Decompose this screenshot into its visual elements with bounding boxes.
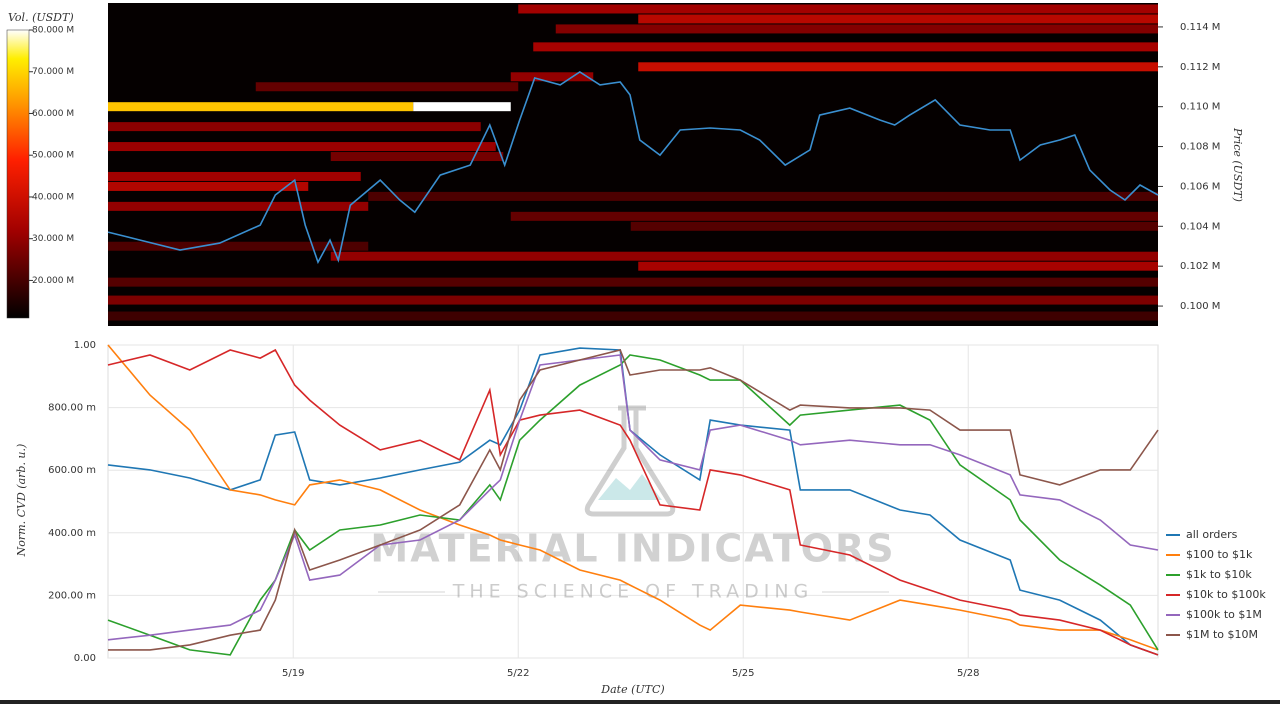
liquidity-level (510, 211, 1158, 221)
price-tick-label: 0.108 M (1180, 142, 1220, 153)
colorbar (6, 29, 30, 319)
cvd-lines (107, 344, 1159, 656)
liquidity-level (555, 24, 1158, 34)
series-line (108, 349, 1159, 651)
liquidity-level (518, 4, 1158, 14)
colorbar-tick-label: 80.000 M (32, 26, 74, 36)
colorbar-title: Vol. (USDT) (8, 11, 74, 24)
heatmap-background (108, 3, 1158, 326)
price-axis-title: Price (USDT) (1231, 127, 1244, 202)
legend-label: $1M to $10M (1186, 628, 1258, 641)
price-line (107, 71, 1159, 265)
liquidity-level (108, 122, 481, 132)
y-tick-label: 800.00 m (48, 403, 96, 414)
y-axis-title: Norm. CVD (arb. u.) (15, 444, 28, 558)
colorbar-tick-label: 70.000 M (32, 67, 74, 77)
series-line (107, 344, 1159, 651)
watermark-tagline: THE SCIENCE OF TRADING (452, 581, 814, 603)
cvd-grid (108, 344, 1158, 659)
y-tick-label: 1.00 (74, 340, 96, 351)
legend-label: all orders (1186, 528, 1238, 541)
watermark (378, 405, 889, 593)
liquidity-level (533, 42, 1158, 52)
liquidity-level (330, 152, 504, 162)
liquidity-level (630, 221, 1158, 231)
colorbar-tick-label: 50.000 M (32, 151, 74, 161)
x-axis-title: Date (UTC) (600, 683, 664, 696)
price-tick-label: 0.100 M (1180, 301, 1220, 312)
cvd-plot-area (107, 344, 1159, 659)
watermark-title: MATERIAL INDICATORS (370, 527, 895, 571)
series-line (107, 354, 1159, 641)
y-tick-label: 0.00 (74, 653, 96, 664)
series-line (107, 348, 1159, 656)
colorbar-tick-label: 20.000 M (32, 276, 74, 286)
liquidity-level (510, 72, 594, 82)
x-tick-label: 5/22 (507, 668, 529, 679)
liquidity-level (638, 14, 1158, 24)
price-tick-label: 0.114 M (1180, 22, 1220, 33)
y-tick-label: 600.00 m (48, 465, 96, 476)
price-tick-label: 0.102 M (1180, 261, 1220, 272)
y-tick-label: 200.00 m (48, 590, 96, 601)
liquidity-level (108, 102, 414, 112)
watermark-flask (584, 405, 676, 517)
liquidity-level (638, 62, 1158, 72)
legend-label: $100k to $1M (1186, 608, 1262, 621)
price-tick-label: 0.106 M (1180, 181, 1220, 192)
liquidity-level (108, 142, 496, 152)
liquidity-level (255, 82, 519, 92)
liquidity-level (330, 251, 1158, 261)
price-tick-label: 0.110 M (1180, 102, 1220, 113)
liquidity-level (108, 311, 1158, 321)
liquidity-level (108, 171, 361, 181)
colorbar-tick-label: 40.000 M (32, 192, 74, 202)
colorbar-tick-label: 30.000 M (32, 234, 74, 244)
y-tick-label: 400.00 m (48, 528, 96, 539)
legend-label: $1k to $10k (1186, 568, 1252, 581)
liquidity-level (108, 181, 309, 191)
x-tick-label: 5/28 (957, 668, 979, 679)
watermark-flask-fill (598, 474, 662, 500)
x-tick-label: 5/25 (732, 668, 754, 679)
heatmap (108, 4, 1158, 321)
liquidity-level (108, 241, 369, 251)
liquidity-level (413, 102, 511, 112)
legend-label: $100 to $1k (1186, 548, 1253, 561)
price-tick-label: 0.112 M (1180, 62, 1220, 73)
x-tick-label: 5/19 (282, 668, 304, 679)
bottom-border (0, 700, 1280, 704)
series-line (107, 354, 1159, 656)
price-tick-label: 0.104 M (1180, 221, 1220, 232)
colorbar-tick-label: 60.000 M (32, 109, 74, 119)
liquidity-level (108, 295, 1158, 305)
legend-label: $10k to $100k (1186, 588, 1266, 601)
liquidity-level (368, 191, 1158, 201)
liquidity-level (108, 277, 1158, 287)
liquidity-level (108, 201, 369, 211)
liquidity-level (638, 261, 1158, 271)
